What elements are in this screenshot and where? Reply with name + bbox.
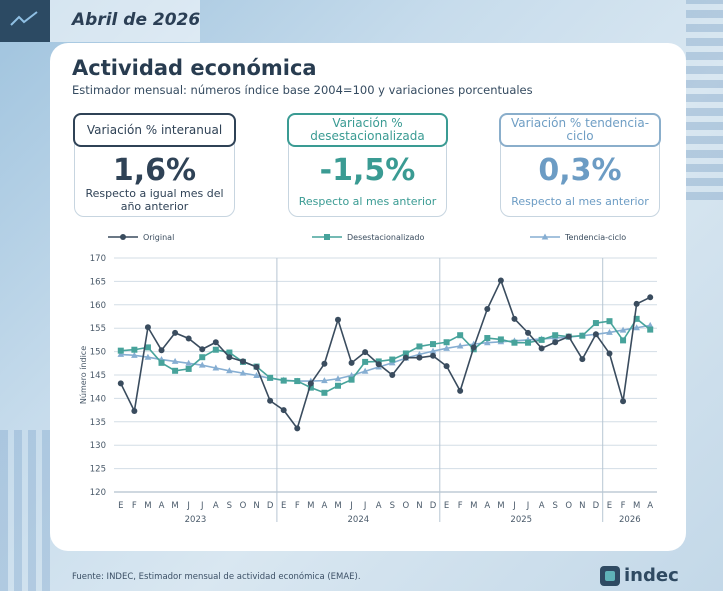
- background-pattern: [0, 430, 50, 591]
- indec-logo-icon: [600, 565, 620, 586]
- kpi-value: 0,3%: [538, 153, 622, 188]
- trend-icon: [10, 11, 38, 26]
- kpi-note: Respecto a igual mes del año anterior: [85, 187, 224, 213]
- header-band: [50, 0, 200, 42]
- source-note: Fuente: INDEC, Estimador mensual de acti…: [72, 572, 361, 582]
- kpi-label: Variación % desestacionalizada: [287, 113, 448, 147]
- kpi-value: 1,6%: [112, 153, 197, 188]
- indec-logo-text: indec: [624, 565, 679, 586]
- kpi-card-tendencia-ciclo: Variación % tendencia-ciclo 0,3% Respect…: [499, 113, 661, 217]
- kpi-note: Respecto al mes anterior: [511, 195, 649, 208]
- brand-mark: [0, 0, 50, 42]
- page-subtitle: Estimador mensual: números índice base 2…: [72, 83, 533, 97]
- indec-logo: indec: [600, 565, 679, 586]
- kpi-card-interanual: Variación % interanual 1,6% Respecto a i…: [73, 113, 236, 217]
- kpi-note: Respecto al mes anterior: [298, 195, 437, 208]
- kpi-card-desestacionalizada: Variación % desestacionalizada -1,5% Res…: [287, 113, 448, 217]
- kpi-label: Variación % interanual: [73, 113, 236, 147]
- report-date: Abril de 2026: [72, 10, 201, 30]
- kpi-value: -1,5%: [319, 153, 416, 188]
- background-pattern-right: [686, 0, 723, 200]
- page-title: Actividad económica: [72, 56, 317, 80]
- kpi-label: Variación % tendencia-ciclo: [499, 113, 661, 147]
